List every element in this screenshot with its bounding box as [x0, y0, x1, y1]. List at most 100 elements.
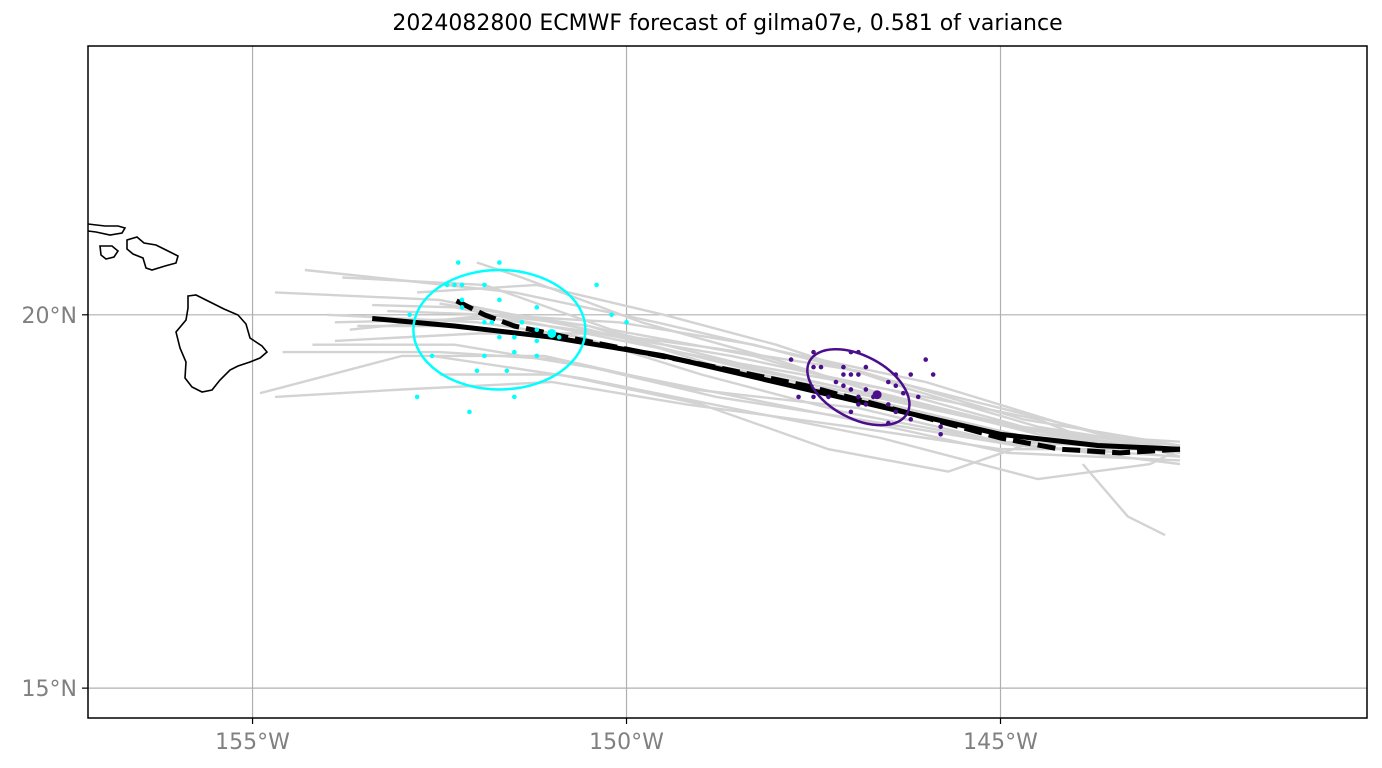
- early-position-point-9: [489, 319, 495, 325]
- early-position-point-5: [459, 282, 465, 288]
- late-position-point-10: [833, 379, 839, 385]
- early-position-point-8: [497, 297, 502, 303]
- late-position-point-5: [848, 372, 854, 377]
- ensemble-mean-track: [371, 316, 1181, 452]
- late-position-point-8: [863, 364, 869, 370]
- early-position-point-12: [534, 327, 540, 333]
- late-position-point-31: [796, 394, 801, 400]
- early-position-point-21: [504, 368, 510, 374]
- late-position-point-12: [848, 387, 854, 392]
- early-position-point-10: [482, 319, 487, 325]
- early-position-point-22: [474, 368, 480, 374]
- early-position-point-7: [459, 305, 465, 310]
- late-position-point-27: [908, 417, 914, 422]
- early-position-point-6: [459, 297, 465, 303]
- early-uncertainty-ellipse: [412, 268, 587, 391]
- gridlines: [88, 46, 1367, 718]
- late-position-point-17: [863, 402, 869, 407]
- late-position-point-23: [915, 394, 921, 400]
- early-position-point-16: [519, 319, 525, 325]
- lat-tick-label: 20°N: [22, 304, 77, 329]
- ensemble-track-18: [417, 283, 1181, 451]
- early-position-point-13: [497, 334, 502, 340]
- late-position-point-9: [856, 372, 861, 377]
- ensemble-track-6: [282, 350, 1181, 458]
- hawaii-coastline: [87, 223, 269, 393]
- late-position-point-33: [938, 424, 943, 430]
- late-position-point-0: [811, 349, 816, 355]
- late-position-point-35: [893, 409, 899, 415]
- late-position-point-4: [841, 372, 846, 377]
- axis-ticks: 155°W 150°W 145°W 20°N 15°N: [22, 304, 1039, 755]
- early-position-point-17: [534, 305, 540, 310]
- early-position-point-14: [512, 349, 517, 355]
- late-position-point-6: [848, 349, 854, 355]
- late-position-point-29: [930, 372, 936, 377]
- map-border: [87, 45, 1368, 719]
- late-position-point-11: [841, 383, 846, 389]
- late-position-point-36: [886, 420, 891, 426]
- forecast-points: [407, 260, 943, 437]
- ensemble-track-10: [312, 343, 1181, 462]
- ensemble-track-15: [439, 302, 1180, 451]
- early-position-point-19: [534, 353, 540, 359]
- early-position-point-25: [467, 409, 472, 415]
- ensemble-track-7: [274, 380, 1180, 451]
- late-position-point-13: [863, 387, 869, 392]
- late-position-point-30: [811, 394, 816, 400]
- kauai-oahu-coast: [87, 223, 127, 236]
- ensemble-track-8: [349, 313, 1181, 455]
- early-position-point-0: [497, 260, 502, 265]
- early-position-point-18: [556, 334, 562, 340]
- late-uncertainty-ellipse: [806, 348, 911, 427]
- late-position-point-22: [900, 390, 906, 396]
- late-position-point-3: [841, 364, 846, 370]
- early-position-point-1: [455, 260, 461, 265]
- late-position-point-26: [886, 402, 891, 407]
- ensemble-track-11: [259, 354, 1181, 451]
- late-position-point-19: [893, 372, 899, 377]
- ensemble-track-16: [431, 354, 1181, 481]
- early-position-point-15: [534, 338, 540, 344]
- uncertainty-ellipses: [412, 268, 911, 427]
- deterministic-track: [453, 297, 1181, 456]
- late-position-point-7: [856, 349, 861, 355]
- big-island-coast: [175, 294, 269, 393]
- early-position-point-11: [512, 334, 517, 340]
- ensemble-track-17: [1081, 463, 1166, 537]
- early-mean-point: [547, 328, 557, 338]
- early-position-point-20: [482, 353, 487, 359]
- early-position-point-24: [414, 394, 420, 400]
- main-tracks: [371, 297, 1181, 456]
- lon-tick-label: 155°W: [215, 730, 290, 755]
- early-position-point-4: [452, 282, 457, 288]
- early-position-point-29: [624, 319, 629, 325]
- late-position-point-14: [856, 394, 861, 400]
- lon-tick-label: 150°W: [589, 730, 664, 755]
- lat-tick-label: 15°N: [22, 677, 77, 702]
- late-position-point-21: [908, 372, 914, 377]
- ensemble-tracks: [259, 261, 1181, 537]
- molokai-coast: [99, 245, 120, 260]
- late-position-point-2: [818, 364, 824, 370]
- late-position-point-28: [923, 357, 929, 362]
- late-position-point-34: [938, 431, 943, 437]
- figure-title: 2024082800 ECMWF forecast of gilma07e, 0…: [392, 11, 1063, 36]
- late-position-point-20: [893, 383, 899, 389]
- late-position-point-16: [856, 402, 861, 407]
- late-position-point-18: [886, 379, 891, 385]
- ensemble-track-0: [274, 291, 1181, 451]
- early-position-point-27: [594, 282, 599, 288]
- late-position-point-1: [811, 364, 816, 370]
- early-position-point-23: [429, 353, 435, 359]
- early-position-point-28: [609, 312, 614, 318]
- late-position-point-24: [848, 409, 854, 415]
- lon-tick-label: 145°W: [963, 730, 1038, 755]
- early-position-point-3: [444, 282, 450, 288]
- early-position-point-30: [407, 312, 412, 318]
- late-position-point-25: [826, 394, 831, 400]
- early-position-point-26: [512, 394, 517, 400]
- late-position-point-32: [788, 357, 794, 362]
- late-mean-point: [872, 390, 882, 400]
